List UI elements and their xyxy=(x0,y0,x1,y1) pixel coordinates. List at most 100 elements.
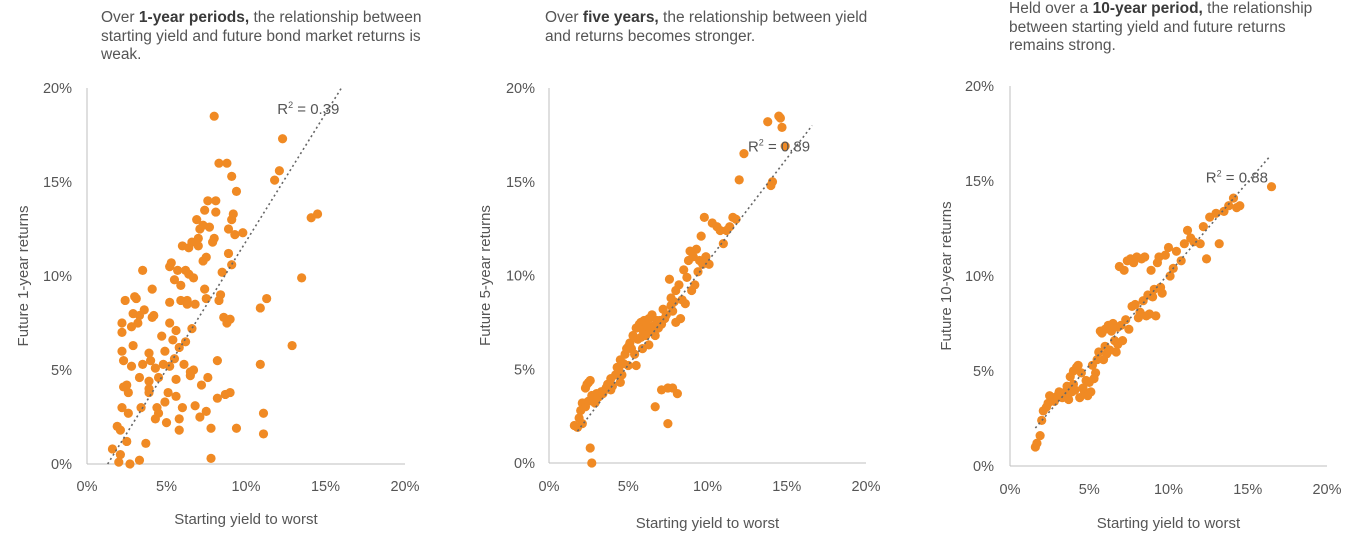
data-point xyxy=(691,244,702,254)
data-point xyxy=(631,360,641,371)
y-tick-label: 10% xyxy=(43,269,72,285)
data-point xyxy=(122,436,132,447)
data-point xyxy=(1151,311,1161,321)
data-point xyxy=(200,205,210,215)
y-tick-label: 0% xyxy=(973,459,994,475)
data-point xyxy=(138,265,148,275)
data-point xyxy=(1117,336,1128,346)
chart-1-caption: Over 1-year periods, the relationship be… xyxy=(101,9,422,63)
data-point xyxy=(165,297,175,307)
data-point xyxy=(1146,265,1156,275)
data-point xyxy=(1148,292,1158,302)
y-tick-label: 20% xyxy=(506,81,535,97)
data-point xyxy=(146,356,156,366)
data-point xyxy=(169,275,180,285)
data-point xyxy=(1198,222,1208,232)
data-point xyxy=(168,335,178,345)
data-point xyxy=(211,207,221,217)
data-point xyxy=(1090,368,1101,378)
data-point xyxy=(225,314,235,324)
data-point xyxy=(201,293,211,304)
data-point xyxy=(663,419,673,429)
data-point xyxy=(134,455,145,465)
y-tick-label: 10% xyxy=(506,269,535,285)
y-tick-label: 5% xyxy=(973,364,994,380)
data-point xyxy=(617,370,627,380)
x-tick-label: 5% xyxy=(618,479,639,495)
data-point xyxy=(118,356,129,366)
x-axis-title: Starting yield to worst xyxy=(174,511,318,528)
x-tick-label: 0% xyxy=(539,479,560,495)
data-point xyxy=(1224,201,1234,211)
data-point xyxy=(131,293,141,304)
y-tick-label: 0% xyxy=(51,457,72,473)
data-point xyxy=(1124,324,1134,334)
data-point xyxy=(1032,438,1042,448)
data-point xyxy=(629,349,640,359)
x-tick-label: 20% xyxy=(1312,482,1341,498)
data-point xyxy=(114,457,124,467)
data-point xyxy=(1160,250,1170,260)
x-tick-label: 10% xyxy=(231,479,260,495)
data-point xyxy=(153,372,164,383)
data-point xyxy=(270,175,280,185)
y-tick-label: 5% xyxy=(51,363,72,379)
data-point xyxy=(144,384,154,394)
data-point xyxy=(190,299,200,309)
x-tick-label: 0% xyxy=(77,479,98,495)
data-point xyxy=(188,365,199,375)
data-point xyxy=(117,318,127,328)
data-point xyxy=(123,408,133,418)
data-point xyxy=(195,412,205,422)
data-point xyxy=(777,122,787,132)
data-point xyxy=(125,459,135,469)
data-point xyxy=(133,318,143,328)
data-point xyxy=(117,403,127,413)
data-point xyxy=(1094,347,1104,357)
data-point xyxy=(763,117,773,127)
data-point xyxy=(160,346,170,356)
data-point xyxy=(107,444,118,454)
data-point xyxy=(258,429,269,439)
data-point xyxy=(117,346,127,356)
data-point xyxy=(203,196,213,206)
data-point xyxy=(176,280,186,290)
x-axis-title: Starting yield to worst xyxy=(1097,515,1241,532)
data-point xyxy=(150,363,160,373)
data-point xyxy=(1214,239,1224,249)
data-point xyxy=(258,408,269,418)
data-point xyxy=(228,209,238,219)
data-point xyxy=(209,233,219,243)
data-point xyxy=(230,230,240,240)
data-point xyxy=(171,391,181,401)
data-point xyxy=(664,274,675,284)
data-point xyxy=(147,284,157,294)
data-point xyxy=(192,215,202,225)
data-point xyxy=(1195,239,1205,249)
y-axis-title: Future 5-year returns xyxy=(477,205,494,346)
data-point xyxy=(188,273,199,283)
data-point xyxy=(312,209,323,219)
data-point xyxy=(115,425,125,435)
y-tick-label: 0% xyxy=(514,456,535,472)
data-point xyxy=(696,231,706,241)
data-point xyxy=(126,361,137,371)
data-point xyxy=(1228,193,1239,203)
data-point xyxy=(227,171,237,181)
y-tick-label: 20% xyxy=(965,79,994,95)
x-tick-label: 20% xyxy=(390,479,419,495)
data-point xyxy=(231,186,242,196)
data-point xyxy=(123,387,133,398)
data-point xyxy=(173,265,183,275)
data-point xyxy=(196,380,207,390)
data-point xyxy=(1201,254,1212,264)
data-point xyxy=(165,318,175,328)
x-tick-label: 5% xyxy=(1079,482,1100,498)
y-tick-label: 15% xyxy=(506,175,535,191)
data-point xyxy=(587,458,597,468)
data-point xyxy=(1182,225,1193,235)
data-point xyxy=(122,380,132,390)
data-point xyxy=(679,265,689,275)
chart-1: 0% 5% 10% 15% 20% 0% 5% 10% 15% 20% Starting yield… xyxy=(15,81,420,528)
